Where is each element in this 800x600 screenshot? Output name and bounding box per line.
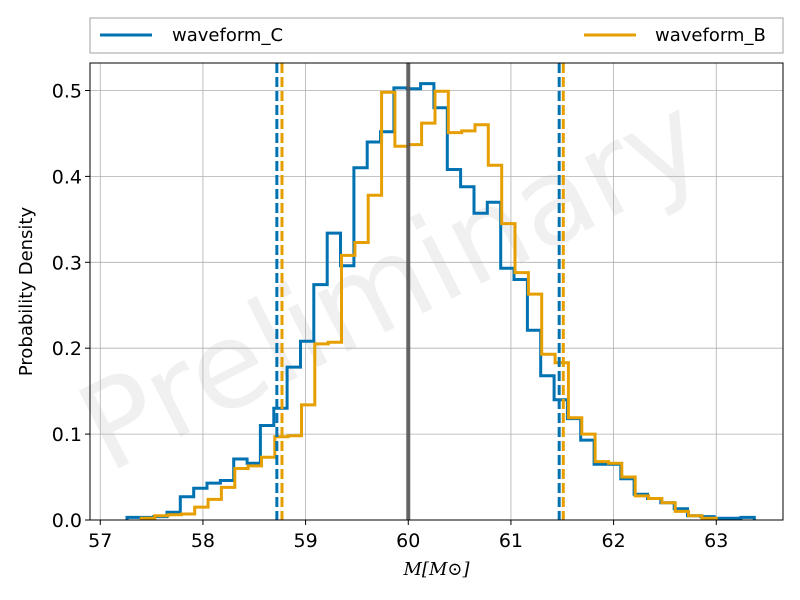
credible-interval-lines xyxy=(275,63,565,520)
x-tick-label: 61 xyxy=(499,530,523,552)
y-axis-label: Probability Density xyxy=(16,207,37,377)
x-tick-label: 62 xyxy=(602,530,626,552)
x-tick-label: 58 xyxy=(191,530,215,552)
x-tick-label: 59 xyxy=(294,530,318,552)
y-tick-label: 0.5 xyxy=(52,80,82,102)
x-tick-label: 57 xyxy=(88,530,112,552)
y-tick-label: 0.2 xyxy=(52,338,82,360)
x-tick-label: 63 xyxy=(704,530,728,552)
y-tick-label: 0.0 xyxy=(52,510,82,532)
y-tick-label: 0.3 xyxy=(52,252,82,274)
legend-label-1: waveform_C xyxy=(172,25,283,46)
x-tick-label: 60 xyxy=(396,530,420,552)
legend: waveform_C waveform_B xyxy=(89,17,784,54)
y-ticks: 0.0 0.1 0.2 0.3 0.4 0.5 xyxy=(52,80,90,532)
x-axis-label: M[M⊙] xyxy=(403,559,471,580)
y-tick-label: 0.4 xyxy=(52,166,82,188)
series-layer xyxy=(125,82,756,520)
y-tick-label: 0.1 xyxy=(52,424,82,446)
legend-box xyxy=(89,17,784,54)
plot-frame xyxy=(89,62,784,521)
legend-label-2: waveform_B xyxy=(655,25,766,46)
histogram-series-2 xyxy=(139,89,718,520)
x-ticks: 57 58 59 60 61 62 63 xyxy=(88,520,728,552)
